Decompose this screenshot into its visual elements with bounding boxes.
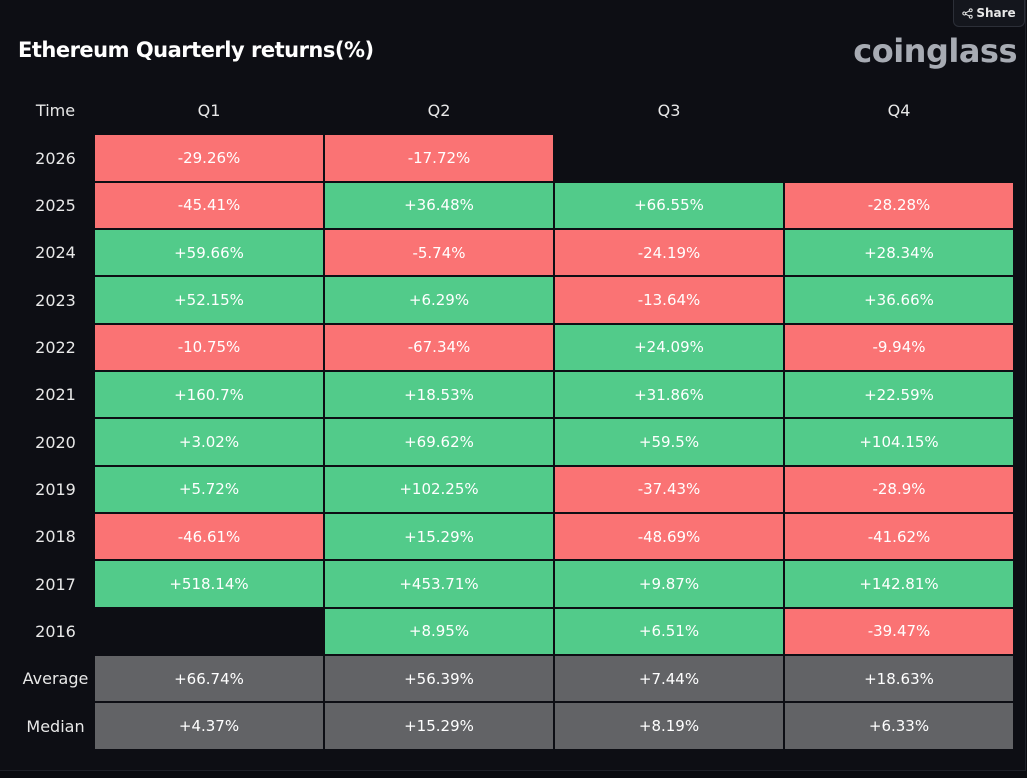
return-cell: -10.75% — [95, 324, 325, 373]
return-cell: +6.51% — [555, 608, 785, 657]
share-icon — [962, 7, 974, 19]
summary-cell: +56.39% — [325, 656, 555, 704]
return-cell: +36.48% — [325, 182, 555, 231]
summary-cell: +8.19% — [555, 703, 785, 751]
row-label-2018: 2018 — [18, 514, 95, 562]
summary-cell: +4.37% — [95, 703, 325, 751]
row-label-2023: 2023 — [18, 277, 95, 325]
share-button[interactable]: Share — [953, 0, 1025, 27]
row-label-2019: 2019 — [18, 466, 95, 515]
row-label-2025: 2025 — [18, 182, 95, 231]
return-cell: -46.61% — [95, 514, 325, 562]
brand-logo: coinglass — [853, 32, 1017, 70]
summary-cell: +6.33% — [785, 703, 1015, 751]
return-cell: +59.66% — [95, 230, 325, 278]
summary-cell: +66.74% — [95, 656, 325, 704]
return-cell: +518.14% — [95, 561, 325, 609]
return-cell: +9.87% — [555, 561, 785, 609]
return-cell: +59.5% — [555, 419, 785, 467]
return-cell: +15.29% — [325, 514, 555, 562]
return-cell: -28.28% — [785, 182, 1015, 231]
return-cell: +69.62% — [325, 419, 555, 467]
row-label-2016: 2016 — [18, 608, 95, 657]
row-label-median: Median — [18, 703, 95, 751]
row-label-2026: 2026 — [18, 135, 95, 183]
return-cell: +8.95% — [325, 608, 555, 657]
summary-cell: +15.29% — [325, 703, 555, 751]
return-cell: -48.69% — [555, 514, 785, 562]
summary-cell: +7.44% — [555, 656, 785, 704]
return-cell: -5.74% — [325, 230, 555, 278]
return-cell — [785, 135, 1015, 183]
return-cell: +24.09% — [555, 324, 785, 373]
column-header-q4: Q4 — [785, 88, 1015, 136]
return-cell: +36.66% — [785, 277, 1015, 325]
return-cell: +5.72% — [95, 466, 325, 515]
row-label-2021: 2021 — [18, 372, 95, 420]
return-cell: +3.02% — [95, 419, 325, 467]
return-cell: +142.81% — [785, 561, 1015, 609]
return-cell: +453.71% — [325, 561, 555, 609]
share-label: Share — [976, 6, 1016, 20]
return-cell: -17.72% — [325, 135, 555, 183]
return-cell: +104.15% — [785, 419, 1015, 467]
return-cell: -9.94% — [785, 324, 1015, 373]
return-cell: -28.9% — [785, 466, 1015, 515]
return-cell: +66.55% — [555, 182, 785, 231]
return-cell — [555, 135, 785, 183]
returns-table: Time Q1 Q2 Q3 Q4 2026 -29.26% -17.72% 2025 -45.41… — [18, 88, 1015, 751]
return-cell: -29.26% — [95, 135, 325, 183]
column-header-q3: Q3 — [555, 88, 785, 136]
return-cell — [95, 608, 325, 657]
return-cell: -45.41% — [95, 182, 325, 231]
column-header-q1: Q1 — [95, 88, 325, 136]
return-cell: +52.15% — [95, 277, 325, 325]
row-label-average: Average — [18, 656, 95, 704]
return-cell: -67.34% — [325, 324, 555, 373]
column-header-time: Time — [18, 88, 95, 136]
return-cell: +28.34% — [785, 230, 1015, 278]
return-cell: +31.86% — [555, 372, 785, 420]
column-header-q2: Q2 — [325, 88, 555, 136]
return-cell: +22.59% — [785, 372, 1015, 420]
return-cell: +18.53% — [325, 372, 555, 420]
return-cell: -24.19% — [555, 230, 785, 278]
return-cell: +6.29% — [325, 277, 555, 325]
row-label-2017: 2017 — [18, 561, 95, 609]
summary-cell: +18.63% — [785, 656, 1015, 704]
chart-title: Ethereum Quarterly returns(%) — [18, 38, 374, 62]
return-cell: +102.25% — [325, 466, 555, 515]
return-cell: -39.47% — [785, 608, 1015, 657]
return-cell: +160.7% — [95, 372, 325, 420]
return-cell: -13.64% — [555, 277, 785, 325]
return-cell: -37.43% — [555, 466, 785, 515]
row-label-2024: 2024 — [18, 230, 95, 278]
return-cell: -41.62% — [785, 514, 1015, 562]
row-label-2020: 2020 — [18, 419, 95, 467]
row-label-2022: 2022 — [18, 324, 95, 373]
